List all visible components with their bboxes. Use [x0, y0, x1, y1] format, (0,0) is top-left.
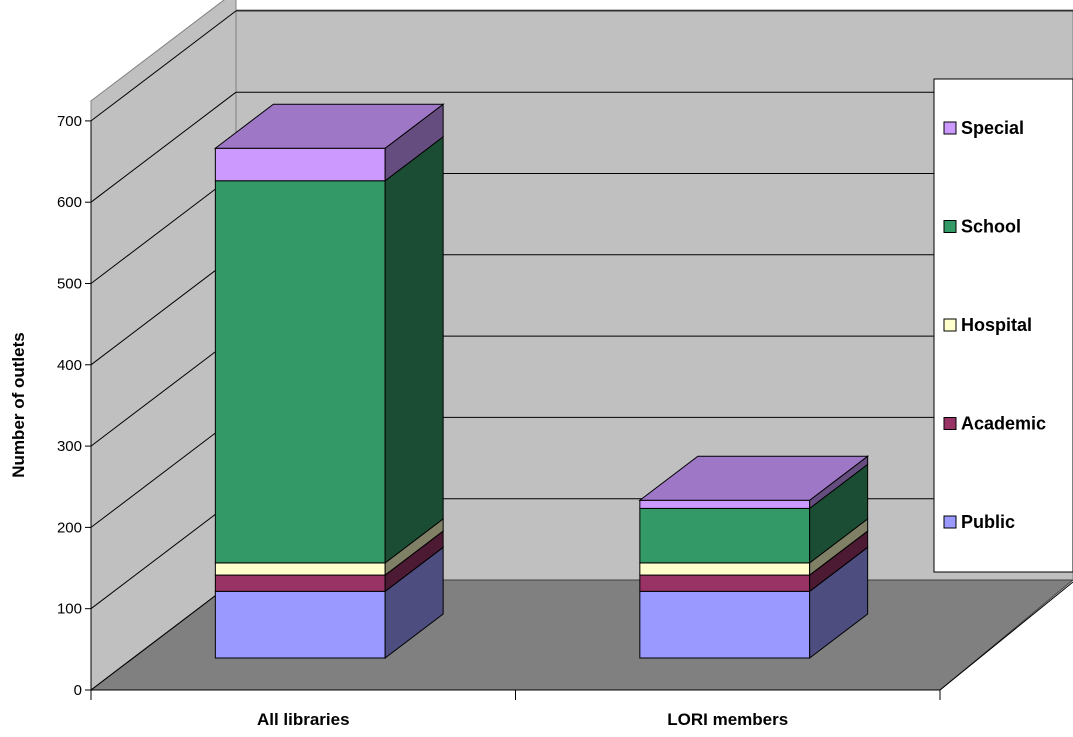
bar-segment-special [638, 455, 870, 510]
y-tick-label: 0 [74, 682, 82, 699]
y-tick-label: 500 [57, 276, 82, 293]
bars [213, 103, 870, 660]
gridline-side [90, 417, 237, 528]
legend-label-hospital: Hospital [961, 315, 1032, 335]
bar-segment-public [214, 546, 444, 660]
axes: 0 100 200 300 400 500 600 700 All libraries LORI … [57, 113, 1073, 729]
gridline-side [90, 498, 237, 610]
bar-segment-special [213, 103, 445, 182]
floor-edge-right [939, 581, 1073, 691]
bar-front-face [639, 590, 811, 659]
bar-segment-school [214, 135, 444, 564]
x-category-label: All libraries [257, 710, 350, 729]
legend-box [933, 78, 1073, 573]
floor-edge [90, 579, 237, 691]
bar-front-face [639, 507, 811, 564]
legend-label-public: Public [961, 512, 1015, 532]
legend-label-special: Special [961, 118, 1024, 138]
bar-front-face [214, 562, 386, 576]
y-tick-label: 100 [57, 601, 82, 618]
bar-front-face [639, 574, 811, 592]
legend-swatch-school [943, 220, 957, 233]
y-tick-label: 700 [57, 113, 82, 130]
gridline-side [90, 254, 237, 366]
bar-segment-academic [639, 530, 869, 593]
legend: Special School Hospital Academic Public [933, 78, 1073, 573]
y-axis-label: Number of outlets [9, 332, 28, 477]
y-tick-label: 600 [57, 194, 82, 211]
legend-swatch-hospital [943, 318, 957, 332]
bar-side-face [384, 135, 444, 564]
legend-swatch-academic [943, 417, 957, 430]
side-wall [90, 0, 237, 692]
bar-front-face [214, 574, 386, 592]
bar-front-face [639, 562, 811, 576]
x-category-label: LORI members [667, 710, 788, 729]
legend-swatch-public [943, 515, 957, 529]
bar-top-face [638, 455, 870, 501]
bar-segment-hospital [639, 517, 869, 577]
bar-front-face [214, 147, 386, 182]
gridline-side [90, 10, 237, 122]
legend-label-school: School [961, 217, 1021, 237]
y-tick-label: 300 [57, 438, 82, 455]
bar-segment-hospital [214, 517, 444, 577]
legend-label-academic: Academic [961, 414, 1046, 434]
gridline-side [90, 335, 237, 447]
gridline-side [90, 91, 237, 203]
bar-front-face [214, 590, 386, 659]
gridline-side [90, 173, 237, 284]
bar-top-face [213, 103, 445, 149]
y-tick-label: 400 [57, 357, 82, 374]
bar-front-face [214, 180, 386, 564]
y-tick-label: 200 [57, 519, 82, 536]
bar-segment-public [639, 546, 869, 660]
legend-swatch-special [943, 121, 957, 135]
bar-front-face [639, 499, 811, 509]
bar-segment-school [639, 463, 869, 564]
